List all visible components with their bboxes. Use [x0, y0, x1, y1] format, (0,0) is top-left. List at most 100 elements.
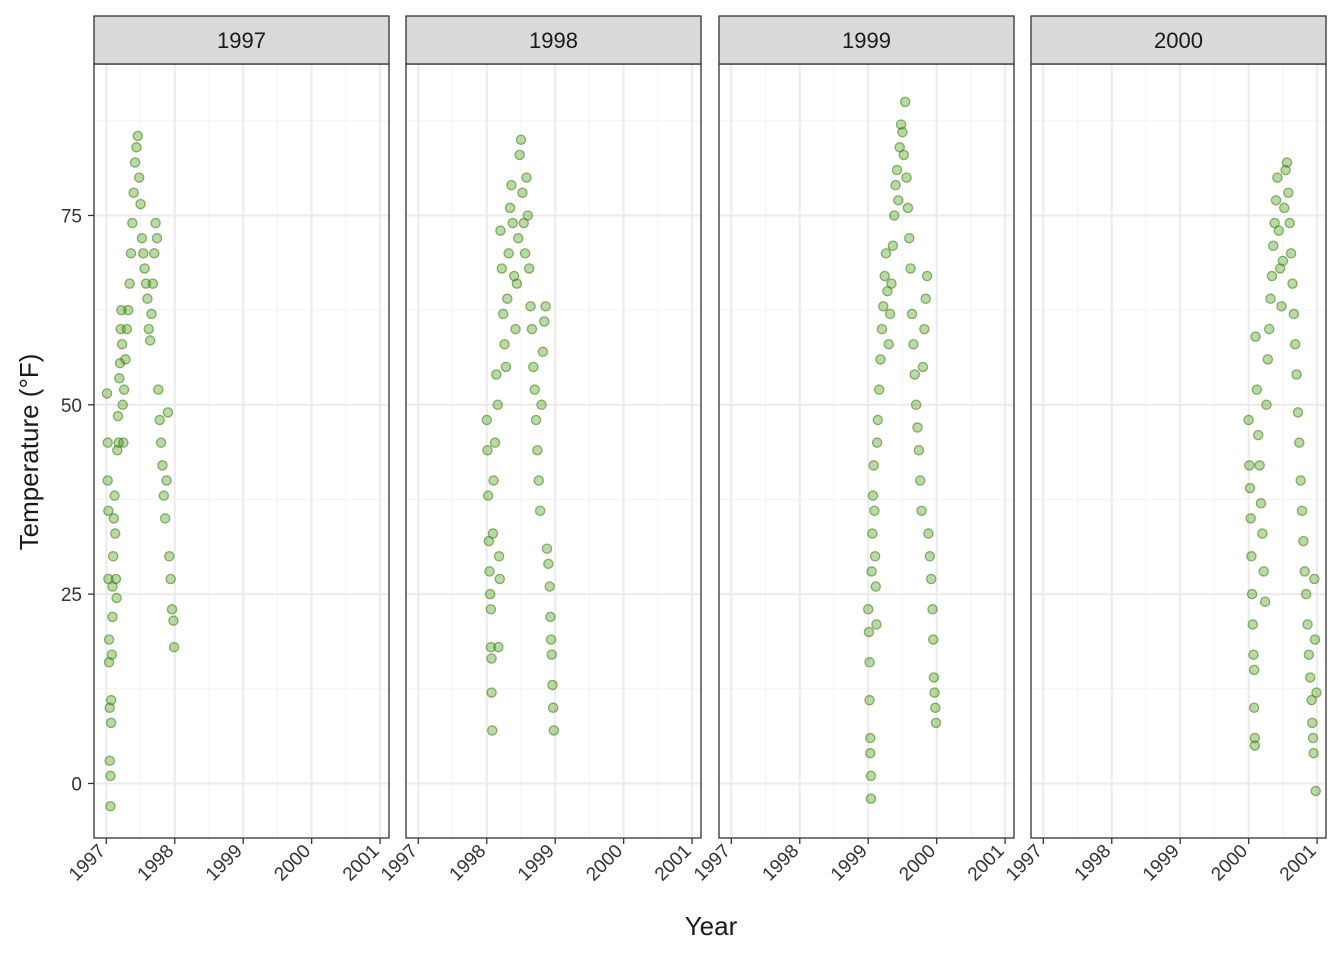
- data-point: [105, 800, 116, 812]
- data-point: [1298, 535, 1309, 547]
- data-point: [1289, 338, 1301, 350]
- panel-background: [1031, 64, 1326, 838]
- data-point: [514, 149, 525, 161]
- data-point: [121, 323, 133, 335]
- data-point: [925, 573, 937, 585]
- data-point: [114, 373, 125, 384]
- data-point: [876, 323, 888, 335]
- data-point: [128, 187, 139, 198]
- facet-strip: [718, 15, 1015, 65]
- data-point: [102, 475, 113, 486]
- data-point: [1263, 323, 1275, 335]
- data-point: [546, 649, 558, 660]
- facet-strip-label: 1998: [529, 28, 578, 53]
- data-point: [865, 732, 876, 744]
- data-point: [112, 410, 124, 422]
- data-point: [866, 566, 877, 577]
- panel-background: [406, 64, 701, 838]
- data-point: [897, 126, 908, 138]
- facet-panel-1999: 1999 1997 1998 1999 2000 2001: [690, 15, 1015, 886]
- data-point: [865, 793, 877, 804]
- data-point: [547, 702, 559, 713]
- data-point: [867, 528, 878, 539]
- facet-strip-label: 1997: [217, 28, 266, 53]
- data-point: [536, 399, 547, 411]
- data-point: [496, 263, 508, 274]
- data-point: [104, 702, 115, 713]
- data-point: [1245, 513, 1256, 524]
- x-tick-label: 1999: [202, 841, 247, 886]
- data-point: [539, 316, 550, 327]
- data-point: [508, 270, 520, 282]
- data-point: [864, 657, 875, 668]
- data-point: [114, 357, 126, 369]
- data-point: [165, 573, 176, 585]
- data-point: [1300, 588, 1312, 600]
- data-point: [1255, 498, 1267, 509]
- x-tick-label: 1998: [759, 841, 804, 886]
- data-point: [898, 149, 910, 161]
- data-point: [930, 717, 942, 729]
- data-point: [1296, 505, 1308, 517]
- data-point: [109, 490, 120, 501]
- data-point: [1270, 195, 1282, 206]
- data-point: [862, 604, 874, 615]
- data-point: [523, 263, 535, 274]
- y-axis-title: Temperature (°F): [14, 354, 44, 551]
- data-point: [503, 248, 514, 259]
- data-point: [1272, 172, 1283, 183]
- data-point: [1309, 634, 1321, 645]
- data-point: [884, 308, 896, 320]
- x-tick-label: 2001: [651, 841, 696, 886]
- data-point: [869, 505, 880, 517]
- data-point: [917, 361, 929, 373]
- data-point: [158, 490, 170, 501]
- data-point: [493, 551, 505, 562]
- facet-strip: [1030, 15, 1327, 65]
- data-point: [1284, 217, 1295, 229]
- data-point: [168, 615, 179, 626]
- data-point: [891, 164, 903, 176]
- data-point: [515, 134, 527, 145]
- data-point: [104, 755, 115, 767]
- x-tick-label: 2000: [582, 841, 627, 886]
- data-point: [545, 634, 557, 645]
- data-point: [534, 505, 546, 517]
- data-point: [133, 172, 145, 183]
- data-point: [494, 573, 506, 585]
- data-point: [124, 278, 135, 289]
- data-point: [878, 301, 889, 312]
- data-point: [489, 437, 501, 448]
- data-point: [1268, 240, 1279, 252]
- data-point: [914, 475, 926, 486]
- data-point: [161, 475, 172, 486]
- data-point: [482, 490, 494, 501]
- data-point: [921, 270, 933, 282]
- data-point: [916, 505, 927, 517]
- data-point: [547, 679, 558, 691]
- data-point: [519, 248, 531, 259]
- panel-background: [719, 64, 1014, 838]
- data-point: [537, 346, 549, 358]
- y-tick-label: 50: [61, 396, 82, 417]
- facet-panel-1998: 1998 1997 1998 1999 2000 2001: [377, 15, 702, 886]
- data-point: [902, 202, 914, 214]
- data-point: [864, 694, 875, 706]
- data-point: [871, 437, 883, 448]
- data-point: [1273, 225, 1285, 236]
- data-point: [865, 747, 876, 759]
- data-point: [482, 444, 493, 456]
- data-point: [899, 96, 911, 108]
- data-point: [908, 338, 919, 350]
- data-point: [1311, 687, 1322, 698]
- data-point: [1266, 270, 1278, 282]
- data-point: [528, 361, 539, 373]
- data-point: [112, 444, 123, 456]
- data-point: [1249, 740, 1261, 751]
- data-point: [116, 338, 128, 350]
- data-point: [486, 687, 497, 698]
- data-point: [105, 694, 117, 706]
- data-point: [928, 672, 940, 683]
- data-point: [1261, 399, 1272, 411]
